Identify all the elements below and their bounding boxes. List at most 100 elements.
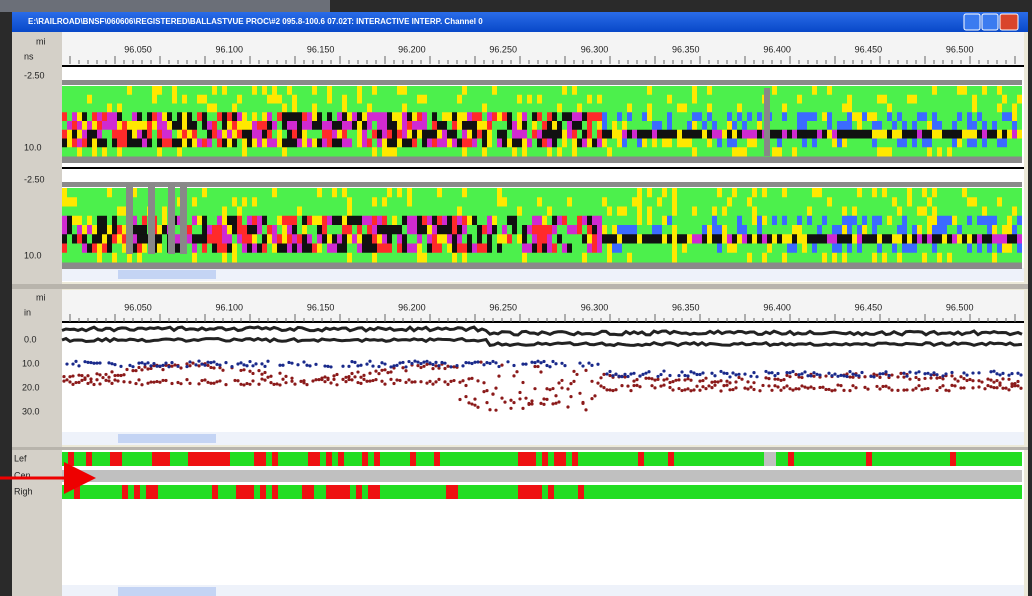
radar-cell (867, 86, 872, 95)
radar-cell (462, 95, 467, 104)
radar-cell (682, 139, 687, 148)
minimize-button[interactable] (964, 14, 980, 30)
layer-point (500, 396, 503, 399)
radar-cell (907, 253, 912, 263)
radar-band (372, 156, 377, 163)
radar-cell (597, 147, 602, 156)
maximize-button[interactable] (982, 14, 998, 30)
radar-band (287, 262, 292, 269)
radar-band (632, 182, 637, 187)
radar-cell (742, 130, 747, 139)
radar-cell (617, 188, 622, 198)
layer-point (122, 373, 125, 376)
radar-cell (377, 95, 382, 104)
radar-cell (617, 147, 622, 156)
radar-cell (652, 95, 657, 104)
radar-cell (502, 112, 507, 121)
radar-cell (897, 225, 902, 235)
layer-point (140, 361, 143, 364)
radar-cell (452, 130, 457, 139)
condition-segment (920, 452, 926, 466)
radar-cell (902, 216, 907, 226)
radar-band (417, 80, 422, 85)
layer-point (824, 388, 827, 391)
radar-cell (792, 121, 797, 130)
radar-band (967, 156, 972, 163)
radar-cell (737, 234, 742, 244)
condition-segment (542, 452, 548, 466)
radar-cell (577, 139, 582, 148)
radar-cell (192, 216, 197, 226)
radar-cell (77, 147, 82, 156)
radar-cell (497, 253, 502, 263)
layer-point (524, 363, 527, 366)
radar-cell (467, 234, 472, 244)
radar-cell (742, 147, 747, 156)
radar-band (782, 156, 787, 163)
radar-cell (732, 86, 737, 95)
scroll-thumb[interactable] (118, 270, 216, 279)
radar-cell (437, 253, 442, 263)
layer-point (461, 364, 464, 367)
radar-cell (697, 234, 702, 244)
radar-cell (97, 234, 102, 244)
radar-cell (877, 216, 882, 226)
radar-cell (967, 234, 972, 244)
radar-cell (997, 188, 1002, 198)
radar-cell (472, 121, 477, 130)
radar-band (732, 80, 737, 85)
radar-cell (587, 216, 592, 226)
radar-cell (772, 104, 777, 113)
radar-band (587, 262, 592, 269)
radar-cell (207, 197, 212, 207)
radar-cell (997, 244, 1002, 254)
radar-band (537, 156, 542, 163)
radar-cell (737, 147, 742, 156)
radar-band (907, 80, 912, 85)
radar-band (262, 156, 267, 163)
scroll-thumb[interactable] (118, 587, 216, 596)
radar-cell (272, 147, 277, 156)
radar-band (217, 80, 222, 85)
radar-cell (807, 244, 812, 254)
close-button[interactable] (1000, 14, 1018, 30)
radar-band (337, 80, 342, 85)
radar-cell (937, 197, 942, 207)
radar-cell (542, 121, 547, 130)
splitter[interactable] (12, 447, 1028, 450)
radar-cell (342, 139, 347, 148)
radar-cell (267, 216, 272, 226)
radar-cell (277, 225, 282, 235)
radar-cell (942, 234, 947, 244)
radar-band (742, 156, 747, 163)
scroll-thumb[interactable] (118, 434, 216, 443)
radar-cell (762, 225, 767, 235)
radar-cell (457, 234, 462, 244)
condition-segment (482, 452, 488, 466)
radar-cell (832, 121, 837, 130)
layer-point (1013, 382, 1016, 385)
radar-cell (817, 86, 822, 95)
radar-cell (127, 253, 132, 263)
radar-cell (977, 188, 982, 198)
radar-cell (292, 197, 297, 207)
layer-point (788, 375, 791, 378)
splitter[interactable] (12, 284, 1028, 289)
radar-cell (557, 112, 562, 121)
radar-cell (682, 207, 687, 217)
radar-cell (517, 112, 522, 121)
radar-cell (847, 147, 852, 156)
layer-point (599, 384, 602, 387)
layer-point (491, 392, 494, 395)
radar-cell (462, 253, 467, 263)
radar-cell (102, 234, 107, 244)
radar-cell (717, 95, 722, 104)
radar-cell (987, 197, 992, 207)
radar-cell (727, 139, 732, 148)
radar-cell (527, 95, 532, 104)
window-title: E:\RAILROAD\BNSF\060606\REGISTERED\BALLA… (28, 17, 483, 26)
radar-cell (437, 86, 442, 95)
layer-point (83, 378, 86, 381)
radar-cell (552, 130, 557, 139)
radar-cell (497, 104, 502, 113)
